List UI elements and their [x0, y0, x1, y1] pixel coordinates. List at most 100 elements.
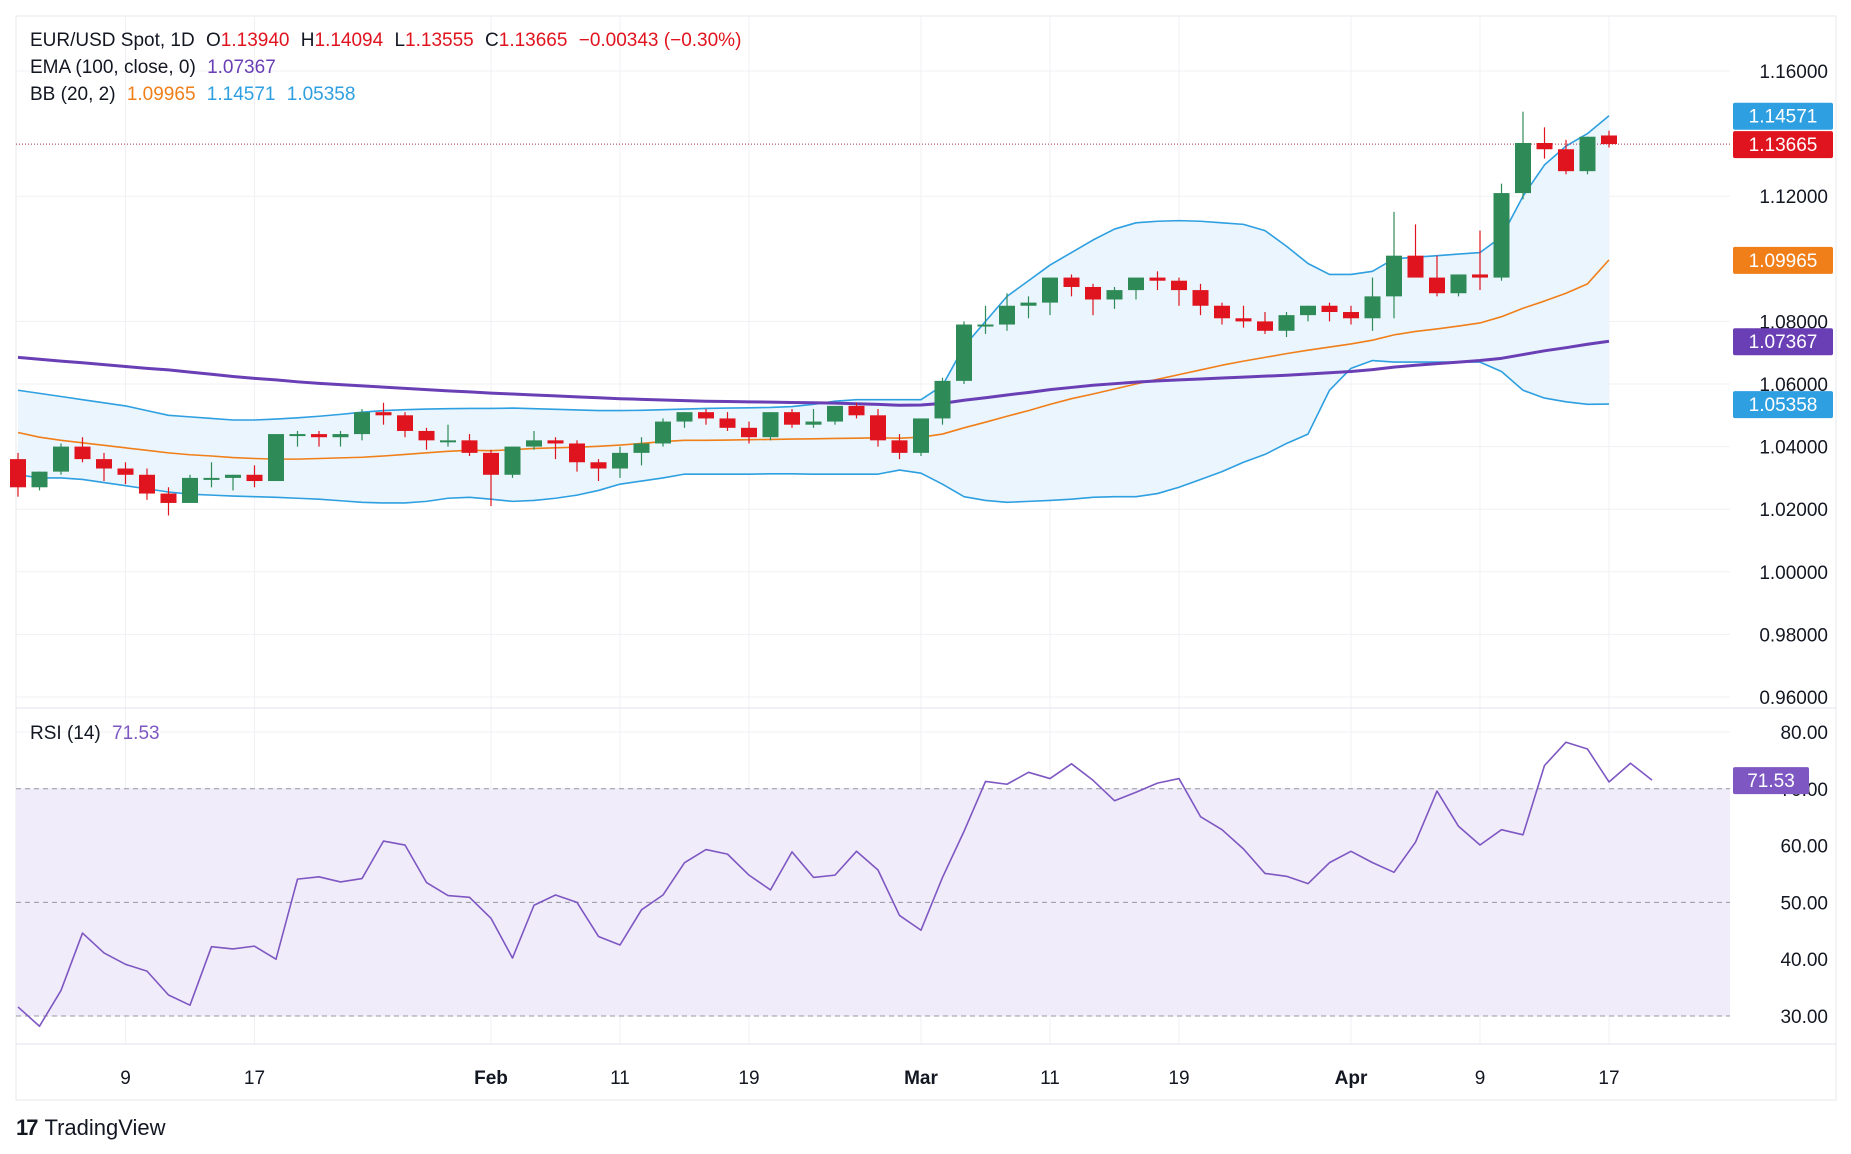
price-tick-label: 0.98000	[1759, 625, 1828, 646]
bb-upper-line	[17, 115, 1610, 421]
candle	[182, 474, 198, 503]
candle-body	[1343, 312, 1359, 319]
candle	[31, 471, 48, 491]
candle-body	[891, 440, 908, 453]
candle	[956, 321, 972, 384]
candle-body	[1300, 305, 1316, 316]
candle	[354, 409, 370, 441]
candle-body	[848, 405, 865, 416]
candle-body	[10, 459, 26, 488]
candle	[784, 409, 800, 428]
price-tag-bb_lower: 1.05358	[1733, 391, 1833, 419]
high-value: 1.14094	[314, 30, 384, 51]
bb-upper-value: 1.14571	[206, 84, 276, 105]
candle	[633, 437, 650, 466]
candle	[762, 412, 779, 441]
candle-body	[418, 430, 435, 441]
candle-body	[1321, 305, 1338, 313]
price-tag-box	[1733, 131, 1833, 159]
close-label: C	[485, 30, 499, 51]
ema-legend[interactable]: EMA (100, close, 0) 1.07367	[30, 57, 282, 79]
time-tick-label: Mar	[904, 1068, 938, 1089]
candle-body	[268, 434, 284, 482]
candle	[1085, 283, 1101, 316]
rsi-tick-label: 50.00	[1780, 893, 1828, 914]
time-tick-label: 17	[1598, 1068, 1619, 1089]
candle-body	[698, 412, 714, 419]
time-tick-label: 11	[610, 1068, 630, 1089]
price-pane[interactable]	[10, 111, 1730, 516]
candle-body	[999, 305, 1015, 325]
candle	[569, 440, 585, 472]
candle	[160, 487, 177, 516]
candle	[1472, 230, 1488, 291]
candle	[418, 427, 435, 450]
candle	[139, 468, 155, 500]
price-tag-box	[1733, 246, 1833, 274]
candle-body	[332, 434, 349, 438]
price-tag-text: 1.05358	[1749, 395, 1818, 416]
symbol-title[interactable]: EUR/USD Spot, 1D	[30, 30, 195, 51]
time-tick-label: 19	[1168, 1068, 1189, 1089]
candle	[1300, 305, 1316, 322]
candle	[590, 459, 607, 482]
candle-body	[504, 446, 521, 475]
candle-body	[805, 421, 822, 425]
rsi-legend[interactable]: RSI (14) 71.53	[30, 723, 166, 745]
candle-body	[203, 477, 220, 480]
candle	[225, 474, 241, 491]
candle	[1407, 224, 1424, 278]
candle	[311, 430, 327, 447]
candle-body	[311, 434, 327, 438]
rsi-pane[interactable]	[16, 741, 1730, 1028]
candle-body	[182, 477, 198, 503]
tradingview-logo[interactable]: 17 TradingView	[16, 1115, 166, 1141]
price-tick-label: 1.00000	[1759, 563, 1828, 584]
candle	[612, 446, 628, 478]
candle-body	[1450, 274, 1467, 294]
candle-body	[1106, 290, 1123, 300]
low-value: 1.13555	[405, 30, 474, 51]
rsi-tick-label: 30.00	[1780, 1007, 1828, 1028]
bb-basis-value: 1.09965	[126, 84, 196, 105]
candle-body	[246, 474, 263, 482]
candle	[1364, 277, 1381, 331]
high-label: H	[300, 30, 315, 51]
candle	[1020, 296, 1037, 319]
candle	[1601, 130, 1617, 148]
candle-body	[1020, 302, 1037, 306]
price-tick-label: 1.04000	[1759, 438, 1828, 459]
candle-body	[526, 440, 542, 447]
candle	[676, 412, 693, 428]
candle	[1386, 211, 1402, 319]
candle-body	[1149, 277, 1166, 281]
candle-body	[1579, 136, 1596, 172]
bb-band-fill	[18, 115, 1609, 503]
candle	[999, 293, 1015, 331]
candle-body	[956, 324, 972, 381]
candle	[805, 409, 822, 428]
time-tick-label: Apr	[1335, 1068, 1368, 1089]
candle-body	[1515, 142, 1531, 194]
candle-body	[139, 474, 155, 494]
price-tick-label: 1.08000	[1759, 312, 1828, 333]
candle	[1235, 305, 1252, 328]
candle	[268, 434, 284, 482]
rsi-tag-box	[1733, 767, 1809, 795]
candle-body	[440, 440, 456, 443]
candle-body	[1601, 135, 1617, 145]
candle	[1063, 274, 1080, 297]
candle-body	[117, 468, 134, 475]
candle-body	[1128, 277, 1144, 291]
bb-legend[interactable]: BB (20, 2) 1.09965 1.14571 1.05358	[30, 84, 361, 106]
candle-body	[633, 443, 650, 453]
candle	[1493, 183, 1510, 281]
candle	[870, 409, 886, 447]
candle	[547, 437, 564, 460]
candle-body	[762, 412, 779, 438]
candle-body	[1472, 274, 1488, 278]
price-tick-label: 1.06000	[1759, 375, 1828, 396]
rsi-tick-label: 80.00	[1780, 723, 1828, 744]
candle-body	[612, 452, 628, 469]
candle	[1558, 139, 1574, 175]
